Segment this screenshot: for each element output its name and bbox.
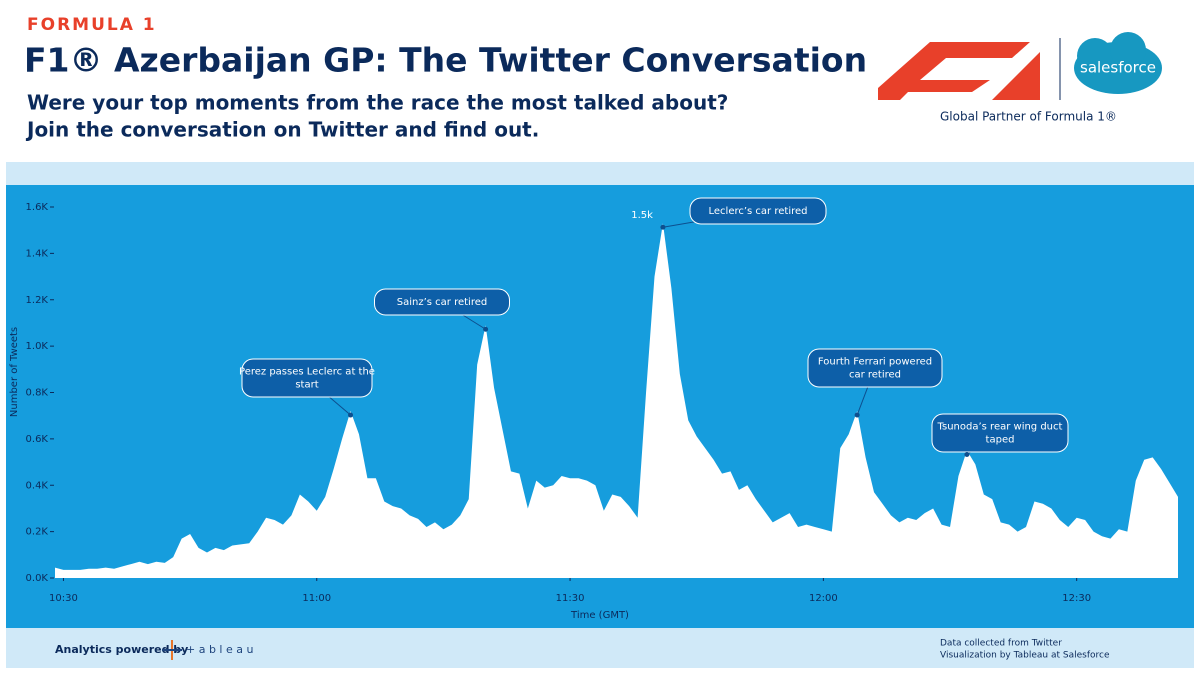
partner-text: Global Partner of Formula 1® bbox=[940, 110, 1117, 124]
annotation: Leclerc’s car retired bbox=[660, 197, 827, 230]
y-axis-title: Number of Tweets bbox=[9, 327, 20, 417]
y-tick-label: 1.4K bbox=[26, 248, 49, 259]
annotation-box bbox=[374, 288, 510, 316]
subtitle-line: Join the conversation on Twitter and fin… bbox=[25, 118, 539, 142]
annotation-dot bbox=[660, 224, 666, 230]
annotation-dot bbox=[854, 412, 860, 418]
x-tick-label: 10:30 bbox=[49, 593, 78, 604]
x-tick-label: 11:00 bbox=[302, 593, 331, 604]
annotation-text: Fourth Ferrari powered car retired bbox=[818, 357, 932, 381]
annotation-text: Perez passes Leclerc at the start bbox=[239, 367, 375, 391]
x-tick-label: 12:30 bbox=[1062, 593, 1091, 604]
salesforce-logo: salesforce bbox=[1074, 32, 1162, 94]
x-tick-label: 12:00 bbox=[809, 593, 838, 604]
y-tick-label: 1.0K bbox=[26, 341, 49, 352]
credit: Visualization by Tableau at Salesforce bbox=[940, 651, 1110, 661]
brand: FORMULA 1 bbox=[27, 15, 157, 35]
annotation: Tsunoda’s rear wing duct taped bbox=[931, 413, 1069, 457]
y-tick-label: 1.6K bbox=[26, 202, 49, 213]
annotation-box bbox=[689, 197, 827, 225]
x-tick-label: 11:30 bbox=[556, 593, 585, 604]
annotation-text: Sainz’s car retired bbox=[397, 297, 487, 308]
y-tick-label: 0.8K bbox=[26, 388, 49, 399]
subtitle-line: Were your top moments from the race the … bbox=[27, 91, 728, 115]
annotation-dot bbox=[483, 326, 489, 332]
annotation-dot bbox=[348, 412, 354, 418]
y-tick-label: 0.6K bbox=[26, 434, 49, 445]
annotation-dot bbox=[964, 451, 970, 457]
annotation-box bbox=[241, 358, 373, 398]
cloud bbox=[1110, 32, 1146, 68]
annotation-box bbox=[807, 348, 943, 388]
tableau-icon bbox=[162, 640, 182, 660]
area bbox=[55, 223, 1178, 578]
y-tick-label: 0.2K bbox=[26, 527, 49, 538]
tableau-wordmark: + a b l e a u bbox=[186, 643, 253, 656]
title: F1® Azerbaijan GP: The Twitter Conversat… bbox=[24, 41, 867, 80]
credit: Data collected from Twitter bbox=[940, 639, 1062, 649]
f1-logo-shape bbox=[878, 42, 1030, 100]
value-label: 1.5k bbox=[631, 210, 653, 221]
f1-logo-shape bbox=[992, 52, 1040, 100]
annotation: Sainz’s car retired bbox=[374, 288, 510, 332]
y-tick-label: 1.2K bbox=[26, 295, 49, 306]
annotation-text: Tsunoda’s rear wing duct taped bbox=[937, 422, 1063, 446]
annotation: Fourth Ferrari powered car retired bbox=[807, 348, 943, 418]
annotation: Perez passes Leclerc at the start bbox=[239, 358, 375, 418]
annotation-box bbox=[931, 413, 1069, 453]
powered-by: Analytics powered by bbox=[55, 643, 188, 656]
y-tick-label: 0.4K bbox=[26, 480, 49, 491]
f1-logo bbox=[878, 42, 1040, 100]
y-tick-label: 0.0K bbox=[26, 573, 49, 584]
annotation-text: Leclerc’s car retired bbox=[709, 206, 808, 217]
cloud bbox=[1077, 38, 1113, 74]
partner-logo: salesforce bbox=[1080, 59, 1156, 77]
x-axis-title: Time (GMT) bbox=[570, 610, 629, 621]
